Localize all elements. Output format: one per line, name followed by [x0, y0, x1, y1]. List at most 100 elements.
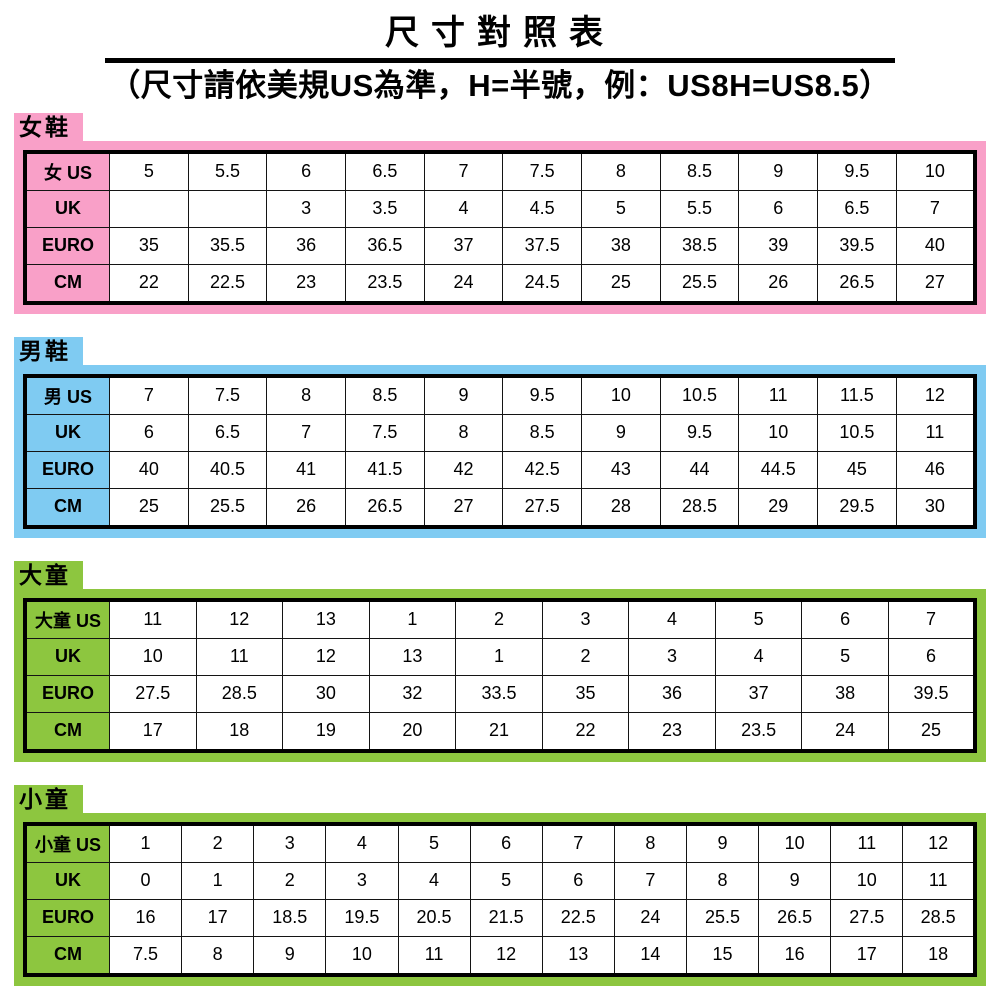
size-cell: 23.5 — [345, 263, 425, 304]
size-cell: 2 — [253, 861, 327, 900]
size-cell: 10 — [738, 413, 819, 452]
size-cell: 45 — [817, 450, 897, 489]
size-cell: 38.5 — [659, 226, 740, 265]
size-cell: 26.5 — [758, 898, 832, 937]
table-row: UK 6 6.5 7 7.5 8 8.5 9 9.5 10 10.5 11 — [24, 413, 976, 452]
size-cell: 24 — [613, 898, 688, 937]
size-cell: 7 — [109, 375, 189, 415]
size-cell: 11 — [109, 599, 197, 639]
size-cell: 4 — [325, 823, 399, 863]
size-cell: 7.5 — [502, 151, 583, 191]
size-cell: 26 — [738, 263, 819, 304]
size-cell: 17 — [109, 711, 197, 752]
size-cell: 8 — [613, 823, 688, 863]
size-cell: 37 — [714, 674, 803, 713]
size-cell: 18 — [902, 935, 976, 976]
size-cell: 12 — [895, 375, 976, 415]
size-cell: 23 — [266, 263, 347, 304]
table-row: EURO 40 40.5 41 41.5 42 42.5 43 44 44.5 45 46 — [24, 450, 976, 489]
size-cell: 12 — [902, 823, 976, 863]
size-cell: 7 — [423, 151, 504, 191]
size-cell: 7.5 — [108, 935, 183, 976]
row-header: UK — [24, 189, 110, 228]
table-frame: 男 US 7 7.5 8 8.5 9 9.5 10 10.5 11 11.5 12 UK 6 6.5 7 7.5… — [14, 364, 986, 538]
size-cell: 19.5 — [325, 898, 399, 937]
row-header: 大童 US — [24, 599, 110, 639]
table-row: CM 7.5 8 9 10 11 12 13 14 15 16 17 18 — [24, 935, 976, 976]
size-cell: 12 — [195, 599, 284, 639]
size-cell: 27 — [895, 263, 976, 304]
size-cell: 4 — [714, 637, 803, 676]
size-cell: 3 — [628, 637, 716, 676]
size-cell: 5 — [801, 637, 889, 676]
page-title: 尺寸對照表 — [385, 14, 615, 52]
table-row: UK 3 3.5 4 4.5 5 5.5 6 6.5 7 — [24, 189, 976, 228]
size-chart: 女鞋 女 US 5 5.5 6 6.5 7 7.5 8 8.5 9 9.5 10 UK 3 3.5 4 4.5 5… — [0, 112, 1000, 986]
size-cell: 6 — [738, 189, 819, 228]
size-cell: 28.5 — [902, 898, 976, 937]
size-cell: 17 — [181, 898, 255, 937]
table-label: 女鞋 — [14, 112, 83, 141]
row-header: CM — [24, 263, 110, 304]
row-header: UK — [24, 637, 110, 676]
size-cell: 5.5 — [659, 189, 740, 228]
size-cell: 18.5 — [253, 898, 327, 937]
size-cell: 10 — [758, 823, 832, 863]
size-cell: 4 — [628, 599, 716, 639]
size-cell: 8.5 — [659, 151, 740, 191]
size-cell: 22 — [541, 711, 630, 752]
size-cell: 28.5 — [195, 674, 284, 713]
size-cell: 38 — [801, 674, 889, 713]
size-cell: 1 — [455, 637, 543, 676]
size-cell: 46 — [895, 450, 976, 489]
size-cell: 8 — [181, 935, 255, 976]
size-cell: 11 — [738, 375, 819, 415]
table-row: 女 US 5 5.5 6 6.5 7 7.5 8 8.5 9 9.5 10 — [24, 151, 976, 191]
size-cell: 9 — [685, 823, 760, 863]
size-cell: 14 — [613, 935, 688, 976]
size-cell: 30 — [282, 674, 370, 713]
size-cell: 42 — [423, 450, 504, 489]
size-cell: 24 — [801, 711, 889, 752]
size-cell: 5 — [714, 599, 803, 639]
size-cell: 4 — [397, 861, 471, 900]
size-cell: 7.5 — [187, 375, 268, 415]
size-cell: 30 — [895, 487, 976, 528]
size-cell: 25 — [887, 711, 976, 752]
size-cell: 25.5 — [685, 898, 760, 937]
size-cell: 13 — [368, 637, 457, 676]
size-cell: 40 — [895, 226, 976, 265]
size-cell: 3 — [266, 189, 347, 228]
table-row: UK 0 1 2 3 4 5 6 7 8 9 10 11 — [24, 861, 976, 900]
size-cell: 40 — [109, 450, 189, 489]
size-cell: 2 — [181, 823, 255, 863]
size-cell: 8.5 — [345, 375, 425, 415]
size-cell: 7 — [613, 861, 688, 900]
size-cell: 12 — [282, 637, 370, 676]
size-cell: 9 — [738, 151, 819, 191]
size-cell: 40.5 — [187, 450, 268, 489]
size-cell — [187, 189, 268, 228]
size-cell: 1 — [368, 599, 457, 639]
size-cell: 38 — [581, 226, 661, 265]
size-cell: 8.5 — [502, 413, 583, 452]
size-cell: 35 — [541, 674, 630, 713]
row-header: EURO — [24, 450, 110, 489]
size-cell: 11 — [830, 823, 904, 863]
size-cell: 39.5 — [817, 226, 897, 265]
size-cell: 23.5 — [714, 711, 803, 752]
row-header: CM — [24, 935, 110, 976]
size-cell: 5 — [397, 823, 471, 863]
table-label: 小童 — [14, 784, 83, 813]
size-table: 小童 US 1 2 3 4 5 6 7 8 9 10 11 12 UK 0 1 2 3 4 5 6 7 8 9 10 11 EURO… — [23, 821, 977, 977]
size-cell: 13 — [541, 935, 615, 976]
size-cell: 25.5 — [187, 487, 268, 528]
size-cell: 9.5 — [659, 413, 740, 452]
size-cell: 28.5 — [659, 487, 740, 528]
size-cell: 5 — [469, 861, 543, 900]
row-header: UK — [24, 861, 110, 900]
size-cell: 1 — [108, 823, 183, 863]
size-cell: 6.5 — [187, 413, 268, 452]
size-cell: 37.5 — [502, 226, 583, 265]
size-cell: 25 — [109, 487, 189, 528]
